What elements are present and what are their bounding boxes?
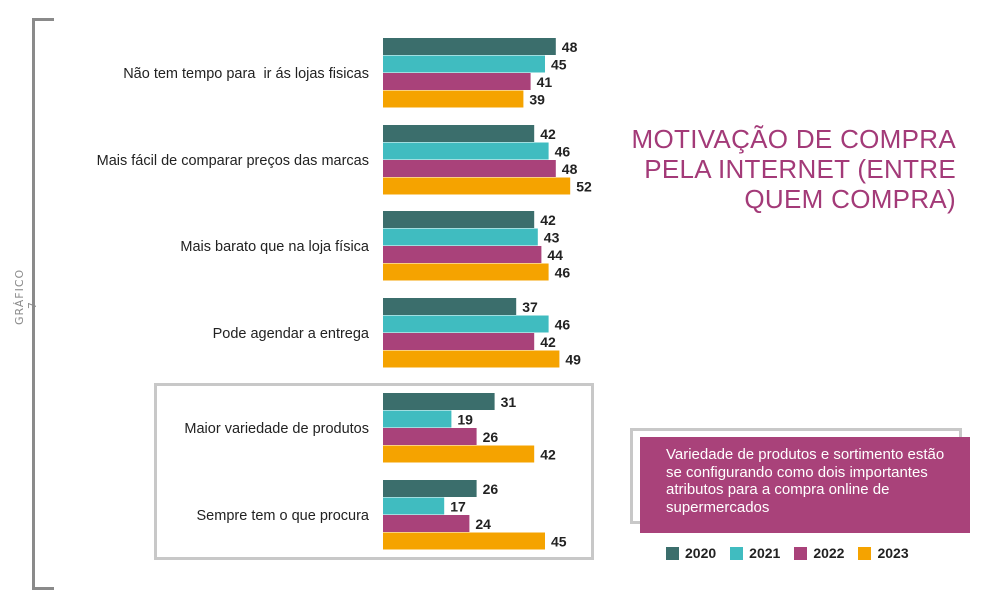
bar-2022 — [383, 428, 477, 445]
data-label-2023: 52 — [576, 178, 592, 194]
bar-2023 — [383, 445, 535, 463]
data-label-2023: 45 — [551, 533, 567, 549]
data-label-2022: 42 — [540, 334, 556, 350]
category-label: Maior variedade de produtos — [184, 421, 369, 437]
bar-2020 — [383, 480, 477, 497]
data-label-2022: 48 — [562, 161, 578, 177]
bar-2021 — [383, 497, 445, 515]
data-label-2021: 46 — [555, 143, 571, 159]
bar-2021 — [383, 142, 549, 160]
bar-2023 — [383, 90, 524, 108]
category-label: Mais fácil de comparar preços das marcas — [97, 153, 369, 169]
data-label-2020: 37 — [522, 299, 538, 315]
bar-2022 — [383, 333, 535, 350]
bar-2021 — [383, 315, 549, 333]
legend-swatch-2023 — [858, 546, 872, 560]
data-label-2020: 42 — [540, 126, 556, 142]
data-label-2022: 26 — [483, 429, 499, 445]
bar-2021 — [383, 55, 545, 73]
legend-swatch-2022 — [794, 546, 808, 560]
data-label-2021: 43 — [544, 229, 560, 245]
bar-2020 — [383, 211, 535, 228]
data-label-2021: 46 — [555, 316, 571, 332]
legend-swatch-2020 — [666, 546, 679, 560]
data-label-2022: 44 — [547, 247, 563, 263]
legend-label-2021: 2021 — [749, 545, 781, 561]
legend-item-2020: 2020 — [666, 545, 716, 561]
legend-item-2023: 2023 — [858, 545, 909, 561]
bar-2023 — [383, 532, 545, 550]
data-label-2020: 26 — [483, 481, 499, 497]
legend-label-2020: 2020 — [685, 545, 717, 561]
data-label-2021: 17 — [450, 498, 466, 514]
legend-label-2022: 2022 — [813, 545, 845, 561]
data-label-2022: 24 — [475, 516, 491, 532]
data-label-2021: 45 — [551, 56, 567, 72]
data-label-2020: 31 — [501, 394, 517, 410]
data-label-2022: 41 — [537, 74, 553, 90]
bar-2023 — [383, 177, 571, 195]
data-label-2021: 19 — [457, 411, 473, 427]
category-label: Mais barato que na loja física — [180, 239, 370, 255]
bar-2023 — [383, 263, 549, 281]
bar-2022 — [383, 246, 542, 263]
bar-2022 — [383, 73, 531, 90]
bar-2020 — [383, 298, 517, 315]
legend: 2020 2021 2022 2023 — [666, 545, 923, 561]
data-label-2023: 39 — [529, 91, 545, 107]
category-label: Pode agendar a entrega — [213, 326, 370, 342]
legend-item-2021: 2021 — [730, 545, 780, 561]
legend-swatch-2021 — [730, 546, 744, 560]
bar-2022 — [383, 515, 470, 532]
bar-2021 — [383, 410, 452, 428]
bar-2022 — [383, 160, 556, 177]
bar-2023 — [383, 350, 560, 368]
bar-2020 — [383, 393, 495, 410]
category-label: Não tem tempo para ir ás lojas fisicas — [123, 66, 369, 82]
data-label-2023: 49 — [565, 351, 581, 367]
data-label-2023: 46 — [555, 264, 571, 280]
data-label-2020: 42 — [540, 212, 556, 228]
chart-bracket — [32, 18, 54, 590]
category-label: Sempre tem o que procura — [197, 508, 370, 524]
note-callout: Variedade de produtos e sortimento estão… — [640, 437, 970, 533]
data-label-2023: 42 — [540, 446, 556, 462]
bar-2020 — [383, 38, 556, 55]
data-label-2020: 48 — [562, 39, 578, 55]
legend-label-2023: 2023 — [877, 545, 909, 561]
legend-item-2022: 2022 — [794, 545, 844, 561]
bar-2021 — [383, 228, 538, 246]
chart-title: MOTIVAÇÃO DE COMPRA PELA INTERNET (ENTRE… — [631, 124, 956, 214]
highlight-box — [154, 383, 594, 560]
bar-2020 — [383, 125, 535, 142]
